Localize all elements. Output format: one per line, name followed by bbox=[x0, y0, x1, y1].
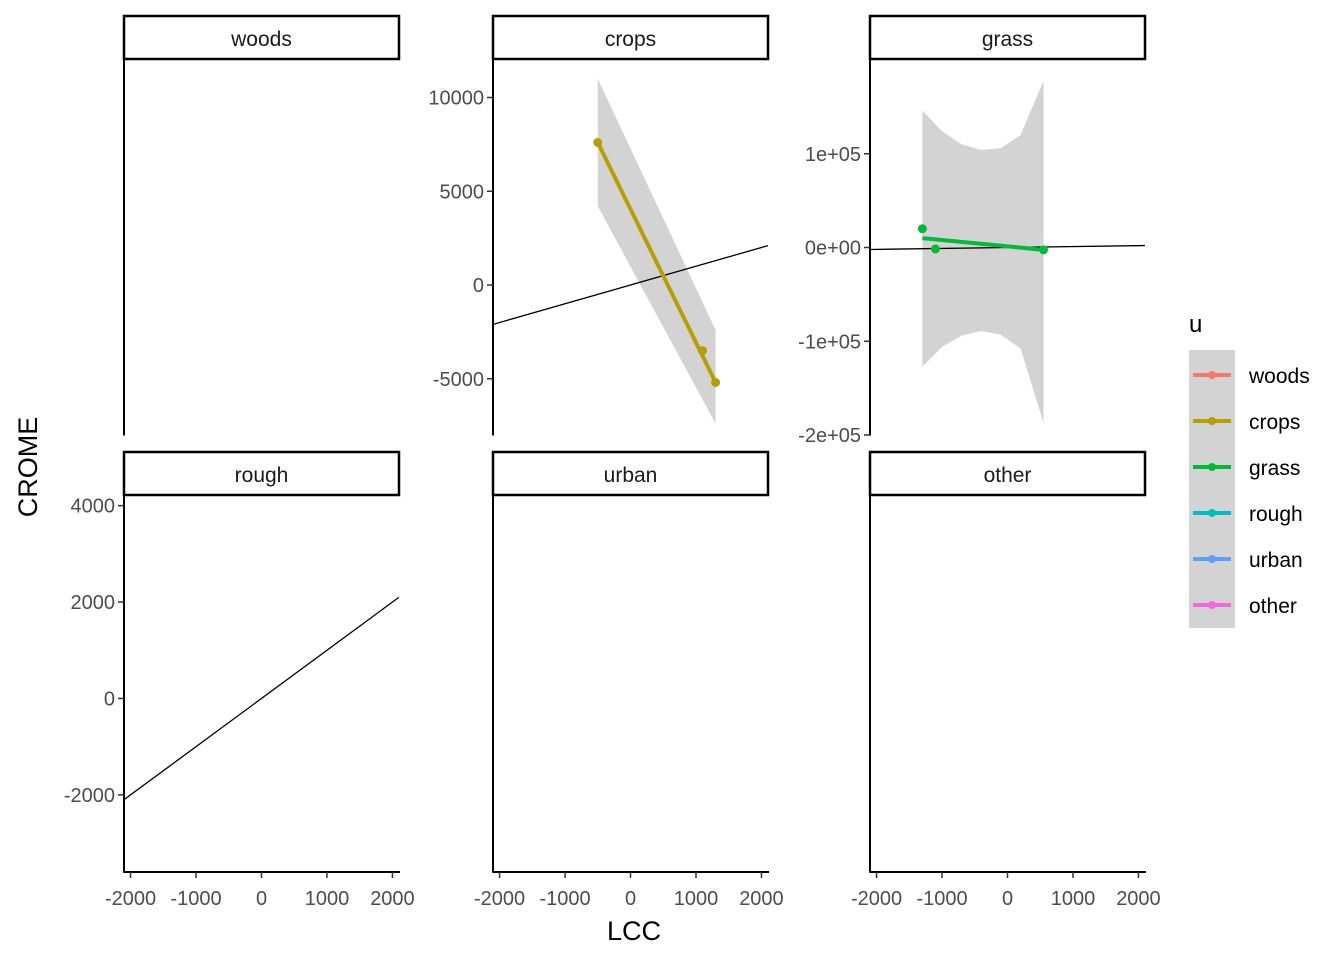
confidence-ribbon-grass bbox=[922, 80, 1044, 423]
legend-item-label: woods bbox=[1248, 365, 1310, 388]
facet-strip-label: crops bbox=[605, 28, 656, 51]
y-tick-label: -5000 bbox=[433, 369, 484, 391]
facet-strip-label: rough bbox=[235, 464, 289, 487]
x-tick-label: 2000 bbox=[1116, 888, 1161, 910]
facet-panel-crops: -5000 0 5000 10000 crops bbox=[428, 14, 770, 436]
reference-line-rough bbox=[124, 596, 399, 801]
x-tick-label: -2000 bbox=[474, 888, 525, 910]
y-tick-label: 4000 bbox=[71, 496, 116, 518]
legend-key-background bbox=[1189, 350, 1235, 628]
x-tick-label: -1000 bbox=[539, 888, 590, 910]
data-point-crops-0 bbox=[593, 138, 603, 147]
x-tick-label: 1000 bbox=[1051, 888, 1096, 910]
data-point-crops-2 bbox=[711, 378, 721, 387]
legend-title: u bbox=[1189, 311, 1202, 338]
y-axis-title: CROME bbox=[13, 417, 43, 518]
legend-item-crops: crops bbox=[1193, 411, 1300, 434]
x-tick-label: -1000 bbox=[170, 888, 221, 910]
legend-key-point bbox=[1208, 509, 1216, 517]
y-tick-label: 0 bbox=[104, 688, 115, 710]
legend-key-point bbox=[1208, 555, 1216, 563]
y-tick-label: 10000 bbox=[428, 88, 484, 110]
legend-item-other: other bbox=[1193, 595, 1297, 618]
y-tick-label: -2000 bbox=[64, 785, 115, 807]
legend-item-rough: rough bbox=[1193, 503, 1303, 526]
plot-area bbox=[124, 596, 399, 801]
x-tick-label: 2000 bbox=[739, 888, 784, 910]
facet-strip-grass bbox=[868, 14, 1147, 61]
fit-line-grass bbox=[922, 236, 1044, 252]
legend: u woods crops grass rough urban other bbox=[1189, 311, 1310, 628]
x-tick-label: 2000 bbox=[370, 888, 415, 910]
y-tick-label: 5000 bbox=[440, 181, 485, 203]
facet-strip-label: urban bbox=[604, 464, 658, 487]
legend-item-woods: woods bbox=[1193, 365, 1310, 388]
legend-key-point bbox=[1208, 417, 1216, 425]
legend-item-label: rough bbox=[1249, 503, 1303, 526]
legend-item-grass: grass bbox=[1193, 457, 1300, 480]
x-tick-label: 0 bbox=[256, 888, 267, 910]
facet-strip-urban bbox=[491, 450, 770, 497]
x-tick-label: 1000 bbox=[674, 888, 719, 910]
x-tick-label: -1000 bbox=[916, 888, 967, 910]
y-tick-label: 1e+05 bbox=[805, 144, 861, 166]
x-tick-label: 0 bbox=[625, 888, 636, 910]
confidence-ribbon-crops bbox=[597, 78, 716, 424]
legend-item-urban: urban bbox=[1193, 549, 1303, 572]
plot-area bbox=[870, 80, 1145, 423]
y-tick-label: 0 bbox=[473, 275, 484, 297]
facet-panel-grass: -2e+05 -1e+05 0e+00 1e+05 grass bbox=[798, 14, 1147, 447]
facet-panel-other: -2000 -1000 0 1000 2000 other bbox=[851, 450, 1161, 910]
x-tick-label: -2000 bbox=[851, 888, 902, 910]
facet-strip-label: grass bbox=[982, 28, 1033, 51]
y-tick-label: 2000 bbox=[71, 592, 116, 614]
plot-area bbox=[493, 78, 768, 424]
legend-key-point bbox=[1208, 371, 1216, 379]
legend-key-point bbox=[1208, 463, 1216, 471]
y-tick-label: -1e+05 bbox=[798, 331, 861, 353]
x-tick-label: 0 bbox=[1002, 888, 1013, 910]
facet-panel-urban: -2000 -1000 0 1000 2000 urban bbox=[474, 450, 784, 910]
reference-line-crops bbox=[493, 245, 768, 325]
legend-item-label: crops bbox=[1249, 411, 1300, 434]
facet-strip-rough bbox=[122, 450, 401, 497]
x-axis-title: LCC bbox=[607, 916, 661, 946]
legend-items: woods crops grass rough urban other bbox=[1193, 365, 1310, 618]
data-point-grass-1 bbox=[930, 244, 940, 254]
y-tick-label: 0e+00 bbox=[805, 238, 861, 260]
legend-item-label: other bbox=[1249, 595, 1297, 618]
legend-item-label: grass bbox=[1249, 457, 1300, 480]
facet-strip-other bbox=[868, 450, 1147, 497]
x-tick-label: 1000 bbox=[305, 888, 350, 910]
legend-item-label: urban bbox=[1249, 549, 1303, 572]
facet-strip-crops bbox=[491, 14, 770, 61]
data-point-grass-2 bbox=[1039, 245, 1049, 255]
facet-panels: woods-50000500010000crops-2e+05-1e+050e+… bbox=[64, 14, 1161, 910]
fit-line-crops bbox=[595, 141, 718, 384]
facet-strip-label: woods bbox=[230, 28, 292, 51]
y-tick-label: -2e+05 bbox=[798, 425, 861, 447]
facet-panel-rough: -2000 0 2000 4000 -2000 -1000 0 1000 2000 rough bbox=[64, 450, 415, 910]
x-tick-label: -2000 bbox=[105, 888, 156, 910]
legend-key-point bbox=[1208, 601, 1216, 609]
facet-strip-woods bbox=[122, 14, 401, 61]
facet-strip-label: other bbox=[984, 464, 1032, 487]
facet-panel-woods: woods bbox=[122, 14, 401, 436]
data-point-crops-1 bbox=[698, 346, 708, 356]
data-point-grass-0 bbox=[917, 224, 927, 234]
